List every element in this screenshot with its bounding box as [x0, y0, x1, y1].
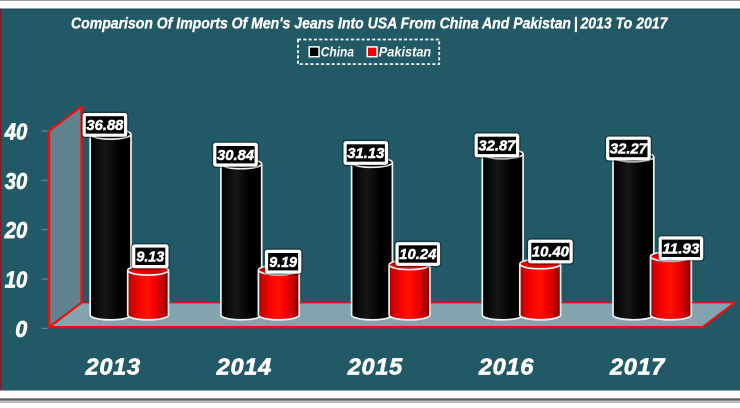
- svg-text:36.88: 36.88: [86, 118, 124, 134]
- svg-text:10: 10: [5, 267, 28, 293]
- svg-text:9.13: 9.13: [136, 250, 165, 266]
- svg-text:32.87: 32.87: [478, 139, 516, 155]
- svg-text:2017: 2017: [609, 354, 665, 380]
- svg-text:31.13: 31.13: [347, 146, 385, 162]
- svg-text:9.19: 9.19: [269, 255, 298, 271]
- svg-text:2013: 2013: [85, 354, 141, 380]
- svg-text:40: 40: [4, 119, 27, 145]
- svg-text:2016: 2016: [478, 354, 534, 380]
- svg-text:11.93: 11.93: [662, 242, 700, 258]
- svg-text:Pakistan: Pakistan: [379, 44, 431, 60]
- svg-text:32.27: 32.27: [610, 142, 648, 158]
- svg-text:10.24: 10.24: [399, 247, 436, 263]
- svg-text:20: 20: [4, 217, 27, 243]
- svg-text:2014: 2014: [216, 354, 272, 380]
- svg-text:0: 0: [15, 316, 27, 342]
- svg-text:10.40: 10.40: [532, 245, 570, 261]
- svg-text:China: China: [321, 44, 354, 60]
- svg-text:2015: 2015: [347, 354, 403, 380]
- svg-text:30: 30: [5, 168, 28, 194]
- svg-text:30.84: 30.84: [217, 148, 254, 164]
- svg-text:Comparison Of Imports Of Men's: Comparison Of Imports Of Men's Jeans Int…: [71, 16, 669, 33]
